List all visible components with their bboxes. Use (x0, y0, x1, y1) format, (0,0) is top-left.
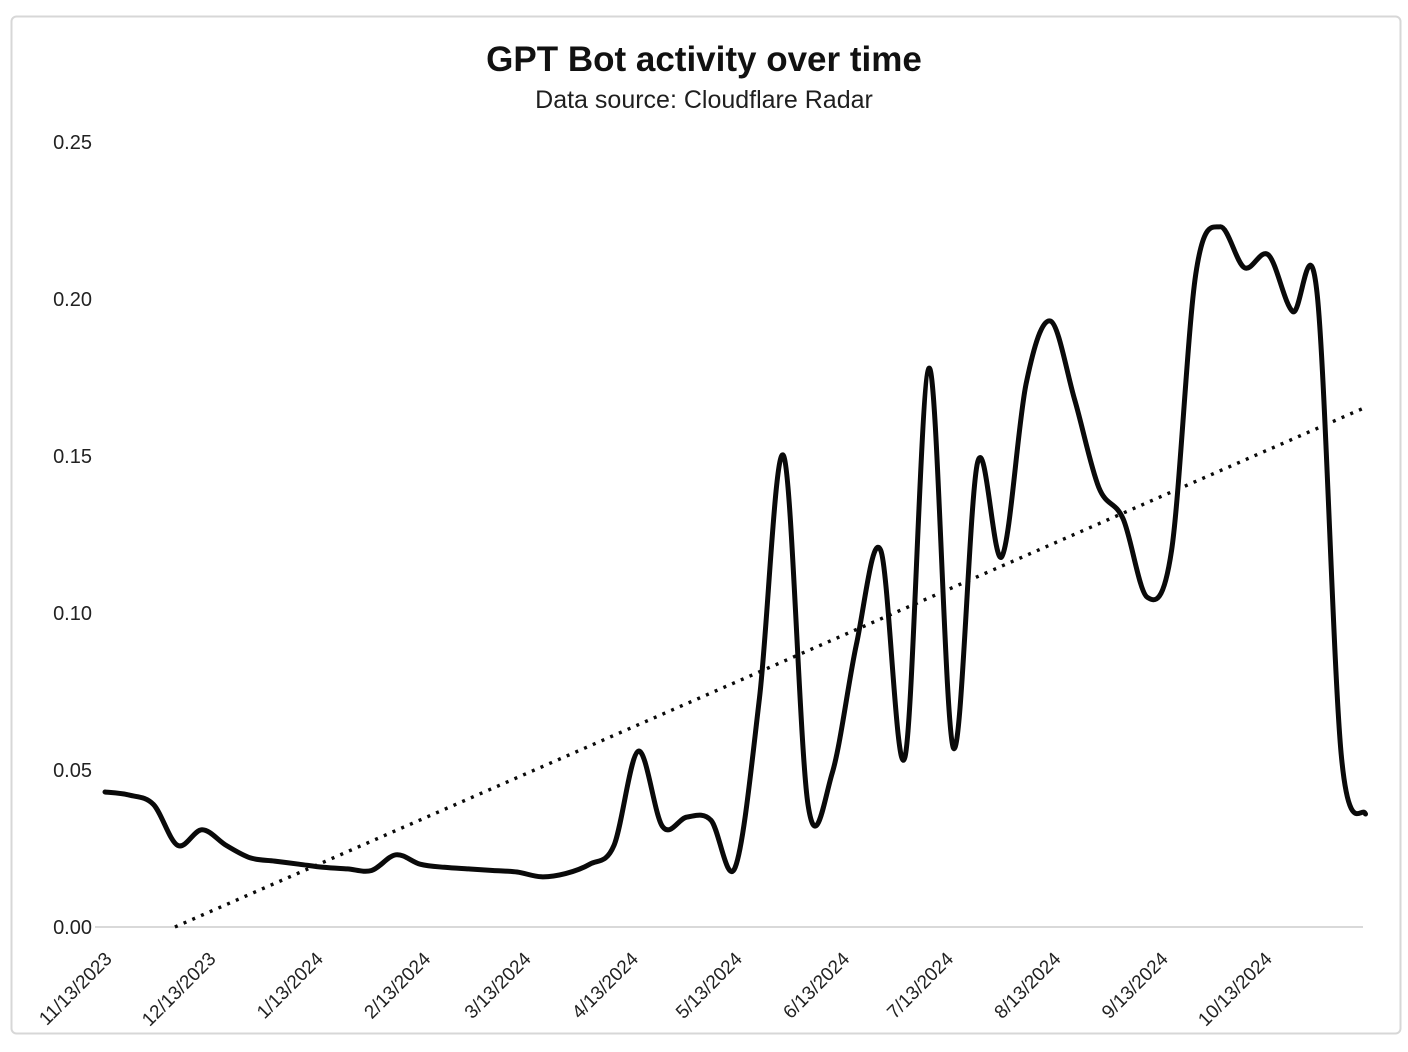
y-tick-label: 0.20 (53, 289, 92, 311)
y-tick-label: 0.15 (53, 446, 92, 468)
y-tick-label: 0.00 (53, 917, 92, 939)
y-axis-tick-labels: 0.00 0.05 0.10 0.15 0.20 0.25 (53, 132, 92, 939)
y-tick-label: 0.25 (53, 132, 92, 154)
chart-title: GPT Bot activity over time (486, 40, 922, 79)
chart-subtitle: Data source: Cloudflare Radar (535, 86, 873, 114)
chart-frame-border (10, 15, 1402, 1035)
activity-line-series (102, 224, 1368, 880)
y-tick-label: 0.05 (53, 760, 92, 782)
y-tick-label: 0.10 (53, 603, 92, 625)
